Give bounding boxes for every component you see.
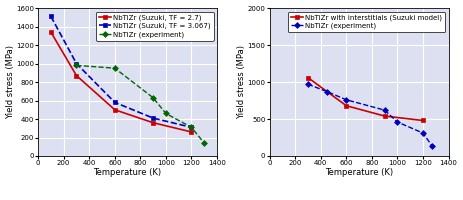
Line: NbTiZr (Suzuki, TF = 3.067): NbTiZr (Suzuki, TF = 3.067) — [49, 14, 194, 129]
Line: NbTiZr (Suzuki, TF = 2.7): NbTiZr (Suzuki, TF = 2.7) — [49, 30, 194, 134]
NbTiZr with interstitials (Suzuki model) — [344, 104, 349, 107]
X-axis label: Temperature (K): Temperature (K) — [94, 168, 162, 177]
X-axis label: Temperature (K): Temperature (K) — [325, 168, 393, 177]
NbTiZr (experiment) — [201, 142, 207, 144]
NbTiZr (experiment) — [394, 121, 400, 123]
NbTiZr (experiment) — [74, 64, 79, 67]
NbTiZr (Suzuki, TF = 3.067) — [112, 101, 118, 104]
NbTiZr (Suzuki, TF = 2.7) — [48, 31, 54, 33]
NbTiZr (Suzuki, TF = 2.7) — [112, 109, 118, 111]
NbTiZr (experiment) — [382, 109, 388, 111]
NbTiZr (Suzuki, TF = 3.067) — [188, 126, 194, 129]
Line: NbTiZr (experiment): NbTiZr (experiment) — [306, 82, 434, 148]
NbTiZr with interstitials (Suzuki model) — [420, 119, 425, 122]
NbTiZr with interstitials (Suzuki model) — [305, 76, 311, 79]
NbTiZr (experiment) — [429, 144, 435, 147]
NbTiZr (experiment) — [420, 132, 425, 134]
Y-axis label: Yield stress (MPa): Yield stress (MPa) — [237, 45, 246, 119]
NbTiZr (experiment) — [325, 90, 330, 93]
NbTiZr (Suzuki, TF = 2.7) — [150, 122, 156, 124]
NbTiZr with interstitials (Suzuki model) — [382, 115, 388, 117]
Y-axis label: Yield stress (MPa): Yield stress (MPa) — [6, 45, 14, 119]
NbTiZr (Suzuki, TF = 3.067) — [74, 62, 79, 65]
Legend: NbTiZr with interstitials (Suzuki model), NbTiZr (experiment): NbTiZr with interstitials (Suzuki model)… — [288, 12, 445, 32]
NbTiZr (Suzuki, TF = 2.7) — [188, 131, 194, 133]
NbTiZr (experiment) — [188, 126, 194, 129]
NbTiZr (experiment) — [344, 99, 349, 101]
NbTiZr (Suzuki, TF = 2.7) — [74, 74, 79, 77]
NbTiZr (experiment) — [163, 112, 169, 115]
Legend: NbTiZr (Suzuki, TF = 2.7), NbTiZr (Suzuki, TF = 3.067), NbTiZr (experiment): NbTiZr (Suzuki, TF = 2.7), NbTiZr (Suzuk… — [96, 12, 213, 41]
Line: NbTiZr (experiment): NbTiZr (experiment) — [75, 63, 206, 145]
NbTiZr (experiment) — [112, 67, 118, 69]
NbTiZr (experiment) — [305, 83, 311, 85]
NbTiZr (experiment) — [150, 97, 156, 99]
Line: NbTiZr with interstitials (Suzuki model): NbTiZr with interstitials (Suzuki model) — [306, 76, 425, 123]
NbTiZr (Suzuki, TF = 3.067) — [48, 15, 54, 18]
NbTiZr (Suzuki, TF = 3.067) — [150, 117, 156, 119]
